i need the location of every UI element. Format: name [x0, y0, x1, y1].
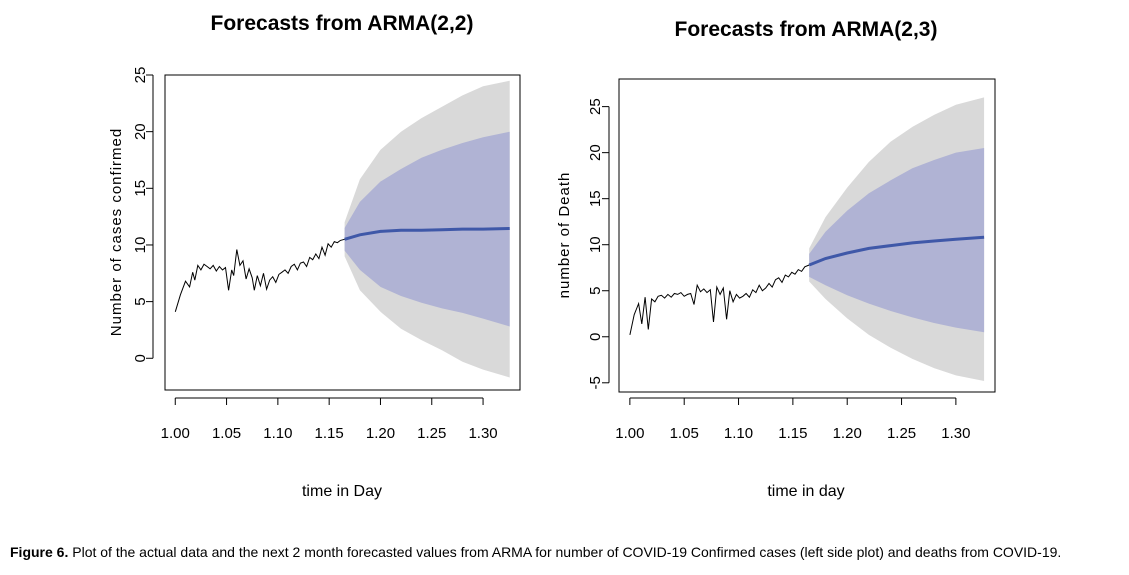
y-tick-label: 10	[132, 237, 149, 254]
y-tick-label: -5	[587, 376, 604, 389]
y-axis-label: number of Death	[556, 172, 573, 299]
y-tick-label: 25	[587, 98, 604, 115]
y-tick-label: 5	[132, 297, 149, 305]
y-axis-label: Number of cases confirmed	[108, 128, 125, 336]
x-tick-label: 1.00	[615, 425, 644, 442]
history-line	[629, 264, 810, 336]
chart-right: Forecasts from ARMA(2,3) 1.00 1.05 1.10 1.1…	[556, 18, 996, 500]
x-tick-label: 1.25	[887, 425, 916, 442]
figure-caption: Figure 6. Plot of the actual data and th…	[10, 544, 1061, 560]
y-tick-label: 20	[587, 144, 604, 161]
chart-title: Forecasts from ARMA(2,2)	[211, 12, 474, 35]
y-axis: 0 5 10 15 20 25	[132, 67, 154, 362]
y-tick-label: 15	[132, 180, 149, 197]
plot-frame	[618, 78, 996, 393]
x-tick-label: 1.05	[212, 425, 241, 442]
x-axis: 1.00 1.05 1.10 1.15 1.20 1.25 1.30	[615, 397, 970, 442]
y-tick-label: 15	[587, 190, 604, 207]
y-tick-label: 25	[132, 67, 149, 84]
x-axis-label: time in day	[767, 483, 844, 500]
x-tick-label: 1.20	[366, 425, 395, 442]
forecast-mean-line	[808, 235, 985, 267]
x-tick-label: 1.00	[161, 425, 190, 442]
chart-left: Forecasts from ARMA(2,2) 1.00 1.05 1.10 1.1…	[108, 12, 521, 500]
history-line	[174, 238, 345, 312]
forecast-mean-line	[344, 227, 510, 241]
figure-caption-label: Figure 6.	[10, 544, 69, 560]
x-tick-label: 1.15	[315, 425, 344, 442]
x-tick-label: 1.25	[417, 425, 446, 442]
data-lines	[629, 235, 985, 336]
x-tick-label: 1.05	[670, 425, 699, 442]
data-lines	[174, 227, 510, 312]
y-tick-label: 10	[587, 236, 604, 253]
x-tick-label: 1.10	[724, 425, 753, 442]
chart-title: Forecasts from ARMA(2,3)	[675, 18, 938, 41]
y-tick-label: 5	[587, 287, 604, 295]
y-tick-label: 20	[132, 123, 149, 140]
x-tick-label: 1.20	[833, 425, 862, 442]
x-tick-label: 1.30	[941, 425, 970, 442]
x-tick-label: 1.30	[468, 425, 497, 442]
x-axis-label: time in Day	[302, 483, 382, 500]
plot-frame	[164, 74, 521, 391]
y-tick-label: 0	[132, 354, 149, 362]
y-tick-label: 0	[587, 333, 604, 341]
x-axis: 1.00 1.05 1.10 1.15 1.20 1.25 1.30	[161, 397, 498, 442]
x-tick-label: 1.15	[778, 425, 807, 442]
figure-caption-text: Plot of the actual data and the next 2 m…	[72, 544, 1062, 560]
forecast-bands	[809, 97, 985, 382]
x-tick-label: 1.10	[263, 425, 292, 442]
y-axis: -5 0 5 10 15 20 25	[587, 98, 610, 389]
forecast-band-80	[809, 148, 985, 333]
